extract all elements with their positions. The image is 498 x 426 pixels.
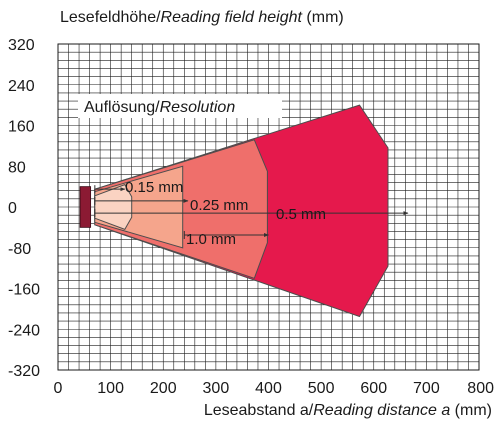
x-tick-label: 100 bbox=[97, 380, 124, 397]
range-label: 0.5 mm bbox=[276, 206, 326, 223]
y-tick-label: 320 bbox=[8, 37, 35, 54]
x-tick-label: 200 bbox=[150, 380, 177, 397]
y-tick-label: -160 bbox=[8, 282, 40, 299]
x-axis-title: Leseabstand a/Reading distance a (mm) bbox=[204, 402, 492, 419]
x-tick-label: 600 bbox=[360, 380, 387, 397]
zone-025 bbox=[94, 165, 184, 249]
x-tick-label: 500 bbox=[308, 380, 335, 397]
x-tick-label: 400 bbox=[255, 380, 282, 397]
y-tick-label: 160 bbox=[8, 119, 35, 136]
legend-label: Auflösung/Resolution bbox=[84, 99, 235, 116]
zone-015 bbox=[94, 183, 133, 231]
y-tick-label: 80 bbox=[8, 159, 26, 176]
x-tick-label: 800 bbox=[467, 380, 494, 397]
x-tick-label: 0 bbox=[54, 380, 63, 397]
y-tick-label: 240 bbox=[8, 78, 35, 95]
x-tick-label: 700 bbox=[413, 380, 440, 397]
plot-frame bbox=[57, 43, 480, 371]
range-label: 0.25 mm bbox=[190, 197, 248, 214]
legend-background bbox=[78, 94, 282, 118]
range-label: 1.0 mm bbox=[186, 231, 236, 248]
device-marker bbox=[79, 186, 92, 228]
range-label: 0.15 mm bbox=[125, 179, 183, 196]
y-tick-label: -80 bbox=[8, 241, 31, 258]
y-axis-title: Lesefeldhöhe/Reading field height (mm) bbox=[60, 9, 344, 26]
y-tick-label: -320 bbox=[8, 363, 40, 380]
x-tick-label: 300 bbox=[203, 380, 230, 397]
y-tick-label: -240 bbox=[8, 322, 40, 339]
y-tick-label: 0 bbox=[8, 200, 17, 217]
